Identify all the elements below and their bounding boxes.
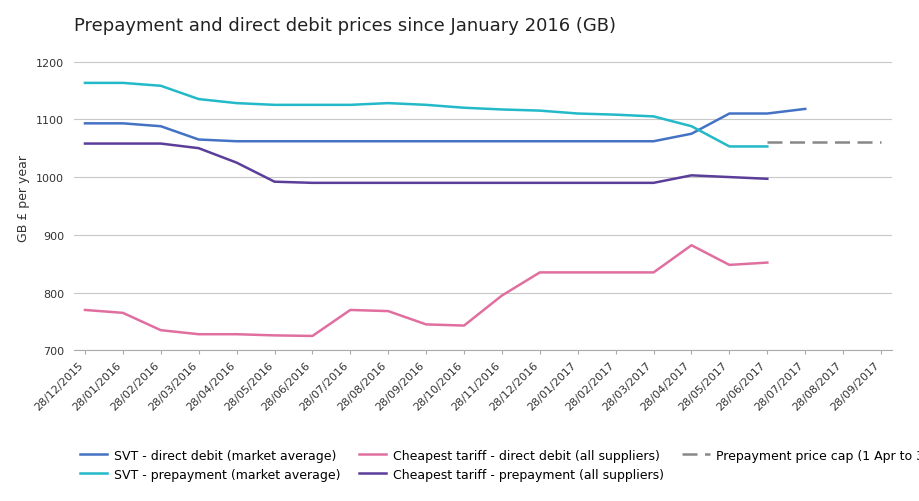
SVT - direct debit (market average) bbox=[268, 139, 279, 145]
Cheapest tariff - prepayment (all suppliers) bbox=[307, 180, 318, 186]
SVT - direct debit (market average) bbox=[609, 139, 620, 145]
SVT - prepayment (market average) bbox=[307, 103, 318, 109]
SVT - direct debit (market average) bbox=[420, 139, 431, 145]
SVT - direct debit (market average) bbox=[193, 137, 204, 143]
SVT - prepayment (market average) bbox=[609, 112, 620, 118]
Line: Cheapest tariff - prepayment (all suppliers): Cheapest tariff - prepayment (all suppli… bbox=[85, 144, 766, 183]
Cheapest tariff - prepayment (all suppliers) bbox=[268, 179, 279, 185]
Cheapest tariff - prepayment (all suppliers) bbox=[155, 141, 166, 147]
Cheapest tariff - direct debit (all suppliers) bbox=[572, 270, 583, 276]
Cheapest tariff - direct debit (all suppliers) bbox=[496, 293, 507, 299]
Cheapest tariff - direct debit (all suppliers) bbox=[686, 243, 697, 249]
Cheapest tariff - prepayment (all suppliers) bbox=[231, 160, 242, 166]
Line: SVT - prepayment (market average): SVT - prepayment (market average) bbox=[85, 84, 766, 147]
Cheapest tariff - prepayment (all suppliers) bbox=[761, 176, 772, 182]
SVT - direct debit (market average) bbox=[155, 124, 166, 130]
SVT - direct debit (market average) bbox=[647, 139, 658, 145]
SVT - prepayment (market average) bbox=[268, 103, 279, 109]
SVT - direct debit (market average) bbox=[723, 111, 734, 117]
Cheapest tariff - prepayment (all suppliers) bbox=[79, 141, 90, 147]
Legend: SVT - direct debit (market average), SVT - prepayment (market average), Cheapest: SVT - direct debit (market average), SVT… bbox=[80, 448, 919, 481]
Prepayment price cap (1 Apr to 30 Sep) bbox=[875, 140, 886, 146]
Line: Cheapest tariff - direct debit (all suppliers): Cheapest tariff - direct debit (all supp… bbox=[85, 246, 766, 336]
SVT - prepayment (market average) bbox=[458, 106, 469, 112]
SVT - direct debit (market average) bbox=[458, 139, 469, 145]
SVT - prepayment (market average) bbox=[496, 107, 507, 113]
Cheapest tariff - direct debit (all suppliers) bbox=[231, 332, 242, 338]
Cheapest tariff - direct debit (all suppliers) bbox=[723, 263, 734, 269]
SVT - prepayment (market average) bbox=[193, 97, 204, 103]
Cheapest tariff - prepayment (all suppliers) bbox=[420, 180, 431, 186]
SVT - direct debit (market average) bbox=[799, 107, 810, 113]
Prepayment price cap (1 Apr to 30 Sep) bbox=[761, 140, 772, 146]
SVT - prepayment (market average) bbox=[382, 101, 393, 107]
Cheapest tariff - direct debit (all suppliers) bbox=[193, 332, 204, 338]
Cheapest tariff - direct debit (all suppliers) bbox=[609, 270, 620, 276]
SVT - prepayment (market average) bbox=[723, 144, 734, 150]
Prepayment price cap (1 Apr to 30 Sep) bbox=[836, 140, 847, 146]
Y-axis label: GB £ per year: GB £ per year bbox=[17, 154, 30, 241]
Cheapest tariff - prepayment (all suppliers) bbox=[647, 180, 658, 186]
SVT - direct debit (market average) bbox=[761, 111, 772, 117]
Cheapest tariff - direct debit (all suppliers) bbox=[761, 260, 772, 266]
SVT - prepayment (market average) bbox=[231, 101, 242, 107]
Cheapest tariff - direct debit (all suppliers) bbox=[307, 333, 318, 339]
Cheapest tariff - prepayment (all suppliers) bbox=[609, 180, 620, 186]
Line: SVT - direct debit (market average): SVT - direct debit (market average) bbox=[85, 110, 804, 142]
Cheapest tariff - direct debit (all suppliers) bbox=[458, 323, 469, 329]
Cheapest tariff - prepayment (all suppliers) bbox=[686, 173, 697, 179]
Cheapest tariff - direct debit (all suppliers) bbox=[382, 309, 393, 315]
SVT - prepayment (market average) bbox=[420, 103, 431, 109]
SVT - prepayment (market average) bbox=[572, 111, 583, 117]
SVT - prepayment (market average) bbox=[647, 114, 658, 120]
SVT - prepayment (market average) bbox=[155, 84, 166, 90]
SVT - direct debit (market average) bbox=[686, 131, 697, 137]
SVT - direct debit (market average) bbox=[345, 139, 356, 145]
Cheapest tariff - prepayment (all suppliers) bbox=[496, 180, 507, 186]
Cheapest tariff - direct debit (all suppliers) bbox=[345, 307, 356, 313]
Cheapest tariff - direct debit (all suppliers) bbox=[155, 328, 166, 334]
SVT - direct debit (market average) bbox=[382, 139, 393, 145]
SVT - direct debit (market average) bbox=[307, 139, 318, 145]
SVT - direct debit (market average) bbox=[79, 121, 90, 127]
Cheapest tariff - prepayment (all suppliers) bbox=[382, 180, 393, 186]
Text: Prepayment and direct debit prices since January 2016 (GB): Prepayment and direct debit prices since… bbox=[74, 17, 615, 35]
SVT - direct debit (market average) bbox=[534, 139, 545, 145]
SVT - prepayment (market average) bbox=[686, 124, 697, 130]
Cheapest tariff - direct debit (all suppliers) bbox=[118, 310, 129, 316]
Cheapest tariff - direct debit (all suppliers) bbox=[420, 322, 431, 328]
Cheapest tariff - prepayment (all suppliers) bbox=[534, 180, 545, 186]
Cheapest tariff - direct debit (all suppliers) bbox=[268, 333, 279, 339]
SVT - prepayment (market average) bbox=[761, 144, 772, 150]
SVT - direct debit (market average) bbox=[231, 139, 242, 145]
Prepayment price cap (1 Apr to 30 Sep) bbox=[799, 140, 810, 146]
Cheapest tariff - prepayment (all suppliers) bbox=[345, 180, 356, 186]
Cheapest tariff - prepayment (all suppliers) bbox=[458, 180, 469, 186]
Cheapest tariff - direct debit (all suppliers) bbox=[647, 270, 658, 276]
SVT - direct debit (market average) bbox=[572, 139, 583, 145]
SVT - prepayment (market average) bbox=[79, 81, 90, 87]
SVT - direct debit (market average) bbox=[496, 139, 507, 145]
Cheapest tariff - prepayment (all suppliers) bbox=[118, 141, 129, 147]
Cheapest tariff - direct debit (all suppliers) bbox=[79, 307, 90, 313]
SVT - prepayment (market average) bbox=[534, 108, 545, 114]
SVT - prepayment (market average) bbox=[345, 103, 356, 109]
Cheapest tariff - prepayment (all suppliers) bbox=[723, 175, 734, 181]
Cheapest tariff - direct debit (all suppliers) bbox=[534, 270, 545, 276]
SVT - direct debit (market average) bbox=[118, 121, 129, 127]
Cheapest tariff - prepayment (all suppliers) bbox=[572, 180, 583, 186]
Cheapest tariff - prepayment (all suppliers) bbox=[193, 146, 204, 152]
SVT - prepayment (market average) bbox=[118, 81, 129, 87]
